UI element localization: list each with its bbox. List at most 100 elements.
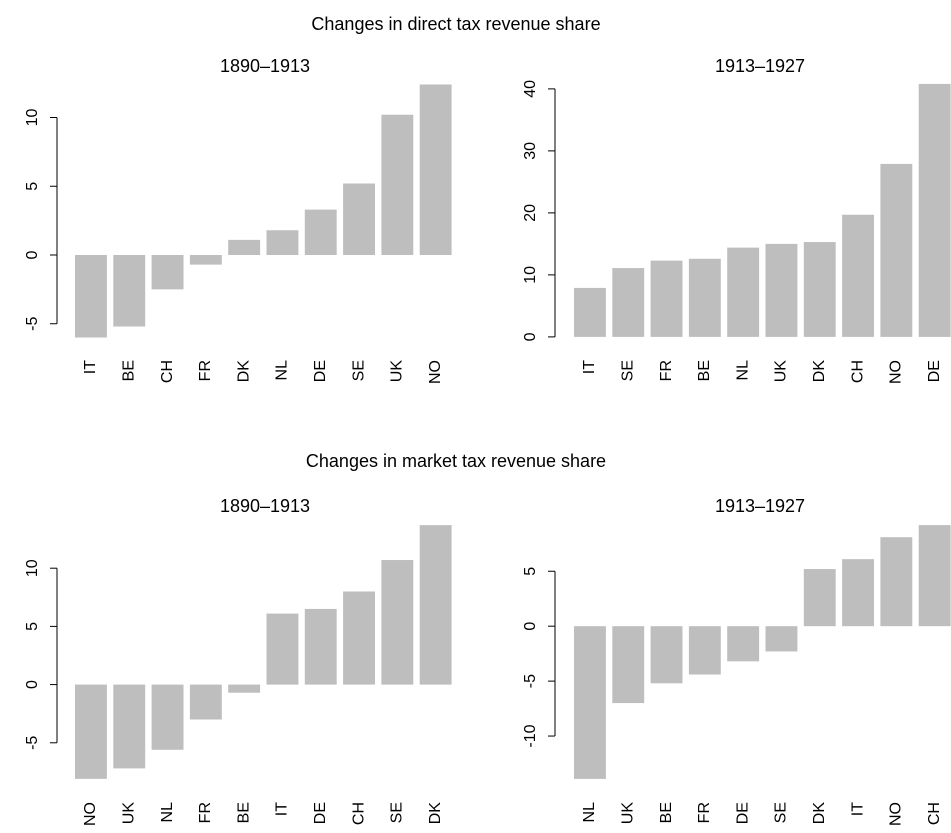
bar xyxy=(189,255,222,265)
bar xyxy=(113,684,146,769)
y-tick-label: 5 xyxy=(522,567,539,576)
x-tick-label: UK xyxy=(773,360,790,383)
y-tick-label: 0 xyxy=(24,680,41,689)
bar xyxy=(151,684,184,750)
x-tick-label: IT xyxy=(82,360,99,374)
y-tick-label: 20 xyxy=(522,204,539,222)
bar xyxy=(266,230,299,255)
x-tick-label: NO xyxy=(888,360,905,384)
y-tick-label: 0 xyxy=(522,332,539,341)
bar xyxy=(574,626,606,779)
bar xyxy=(803,569,836,627)
y-tick-label: -10 xyxy=(522,724,539,747)
y-tick-label: -5 xyxy=(522,674,539,688)
bar xyxy=(228,239,261,255)
bar xyxy=(343,183,375,255)
bar xyxy=(842,559,874,627)
panel-title: 1913–1927 xyxy=(715,56,805,76)
y-tick-label: 5 xyxy=(24,622,41,631)
x-tick-label: NO xyxy=(888,802,905,826)
x-tick-label: BE xyxy=(696,360,713,381)
y-tick-label: 10 xyxy=(24,109,41,127)
x-tick-label: DE xyxy=(734,802,751,824)
bar xyxy=(228,684,261,693)
y-tick-label: 30 xyxy=(522,142,539,160)
x-tick-label: IT xyxy=(274,802,291,816)
bar xyxy=(574,287,606,337)
x-tick-label: NL xyxy=(159,802,176,823)
bar xyxy=(765,243,798,337)
bar xyxy=(113,255,146,327)
bar xyxy=(880,537,913,627)
bar xyxy=(803,242,836,337)
bar xyxy=(727,247,760,337)
x-tick-label: CH xyxy=(926,802,943,825)
y-tick-label: -5 xyxy=(24,317,41,331)
x-tick-label: SE xyxy=(350,360,367,381)
y-tick-label: 40 xyxy=(522,80,539,98)
section-title: Changes in market tax revenue share xyxy=(306,451,606,471)
x-tick-label: IT xyxy=(581,360,598,374)
x-tick-label: CH xyxy=(350,802,367,825)
x-tick-label: UK xyxy=(389,360,406,383)
bar xyxy=(189,684,222,720)
x-tick-label: DE xyxy=(312,360,329,382)
x-tick-label: NL xyxy=(581,802,598,823)
bar xyxy=(918,525,951,627)
x-tick-label: DK xyxy=(811,360,828,383)
bar xyxy=(381,114,414,255)
bar xyxy=(419,84,452,255)
x-tick-label: UK xyxy=(120,802,137,825)
bar xyxy=(688,626,721,675)
bar xyxy=(688,258,721,337)
bar xyxy=(151,255,184,290)
x-tick-label: UK xyxy=(619,802,636,825)
y-tick-label: 0 xyxy=(522,622,539,631)
x-tick-label: NL xyxy=(734,360,751,381)
y-tick-label: 10 xyxy=(522,266,539,284)
bar xyxy=(650,626,683,684)
x-tick-label: CH xyxy=(159,360,176,383)
panel-title: 1913–1927 xyxy=(715,496,805,516)
bar xyxy=(612,626,645,704)
panel-title: 1890–1913 xyxy=(220,56,310,76)
bar xyxy=(304,209,337,255)
x-tick-label: FR xyxy=(658,360,675,381)
y-tick-label: 5 xyxy=(24,182,41,191)
bar xyxy=(75,255,107,338)
x-tick-label: SE xyxy=(773,802,790,823)
x-tick-label: DK xyxy=(235,360,252,383)
y-tick-label: 10 xyxy=(24,559,41,577)
y-tick-label: 0 xyxy=(24,250,41,259)
x-tick-label: FR xyxy=(696,802,713,823)
x-tick-label: DK xyxy=(811,802,828,825)
x-tick-label: DK xyxy=(427,802,444,825)
bar xyxy=(918,83,951,337)
x-tick-label: NO xyxy=(427,360,444,384)
bar xyxy=(75,684,107,779)
x-tick-label: FR xyxy=(197,360,214,381)
bar xyxy=(381,560,414,685)
bar xyxy=(343,591,375,685)
bar xyxy=(419,525,452,685)
bar xyxy=(727,626,760,662)
x-tick-label: SE xyxy=(619,360,636,381)
bar xyxy=(880,163,913,337)
bar xyxy=(650,260,683,337)
x-tick-label: NO xyxy=(82,802,99,826)
x-tick-label: DE xyxy=(926,360,943,382)
panel-title: 1890–1913 xyxy=(220,496,310,516)
bar xyxy=(842,214,874,337)
x-tick-label: FR xyxy=(197,802,214,823)
x-tick-label: BE xyxy=(235,802,252,823)
x-tick-label: SE xyxy=(389,802,406,823)
x-tick-label: NL xyxy=(274,360,291,381)
bar xyxy=(612,268,645,337)
x-tick-label: DE xyxy=(312,802,329,824)
x-tick-label: BE xyxy=(120,360,137,381)
section-title: Changes in direct tax revenue share xyxy=(311,14,600,34)
y-tick-label: -5 xyxy=(24,736,41,750)
bar xyxy=(304,608,337,685)
